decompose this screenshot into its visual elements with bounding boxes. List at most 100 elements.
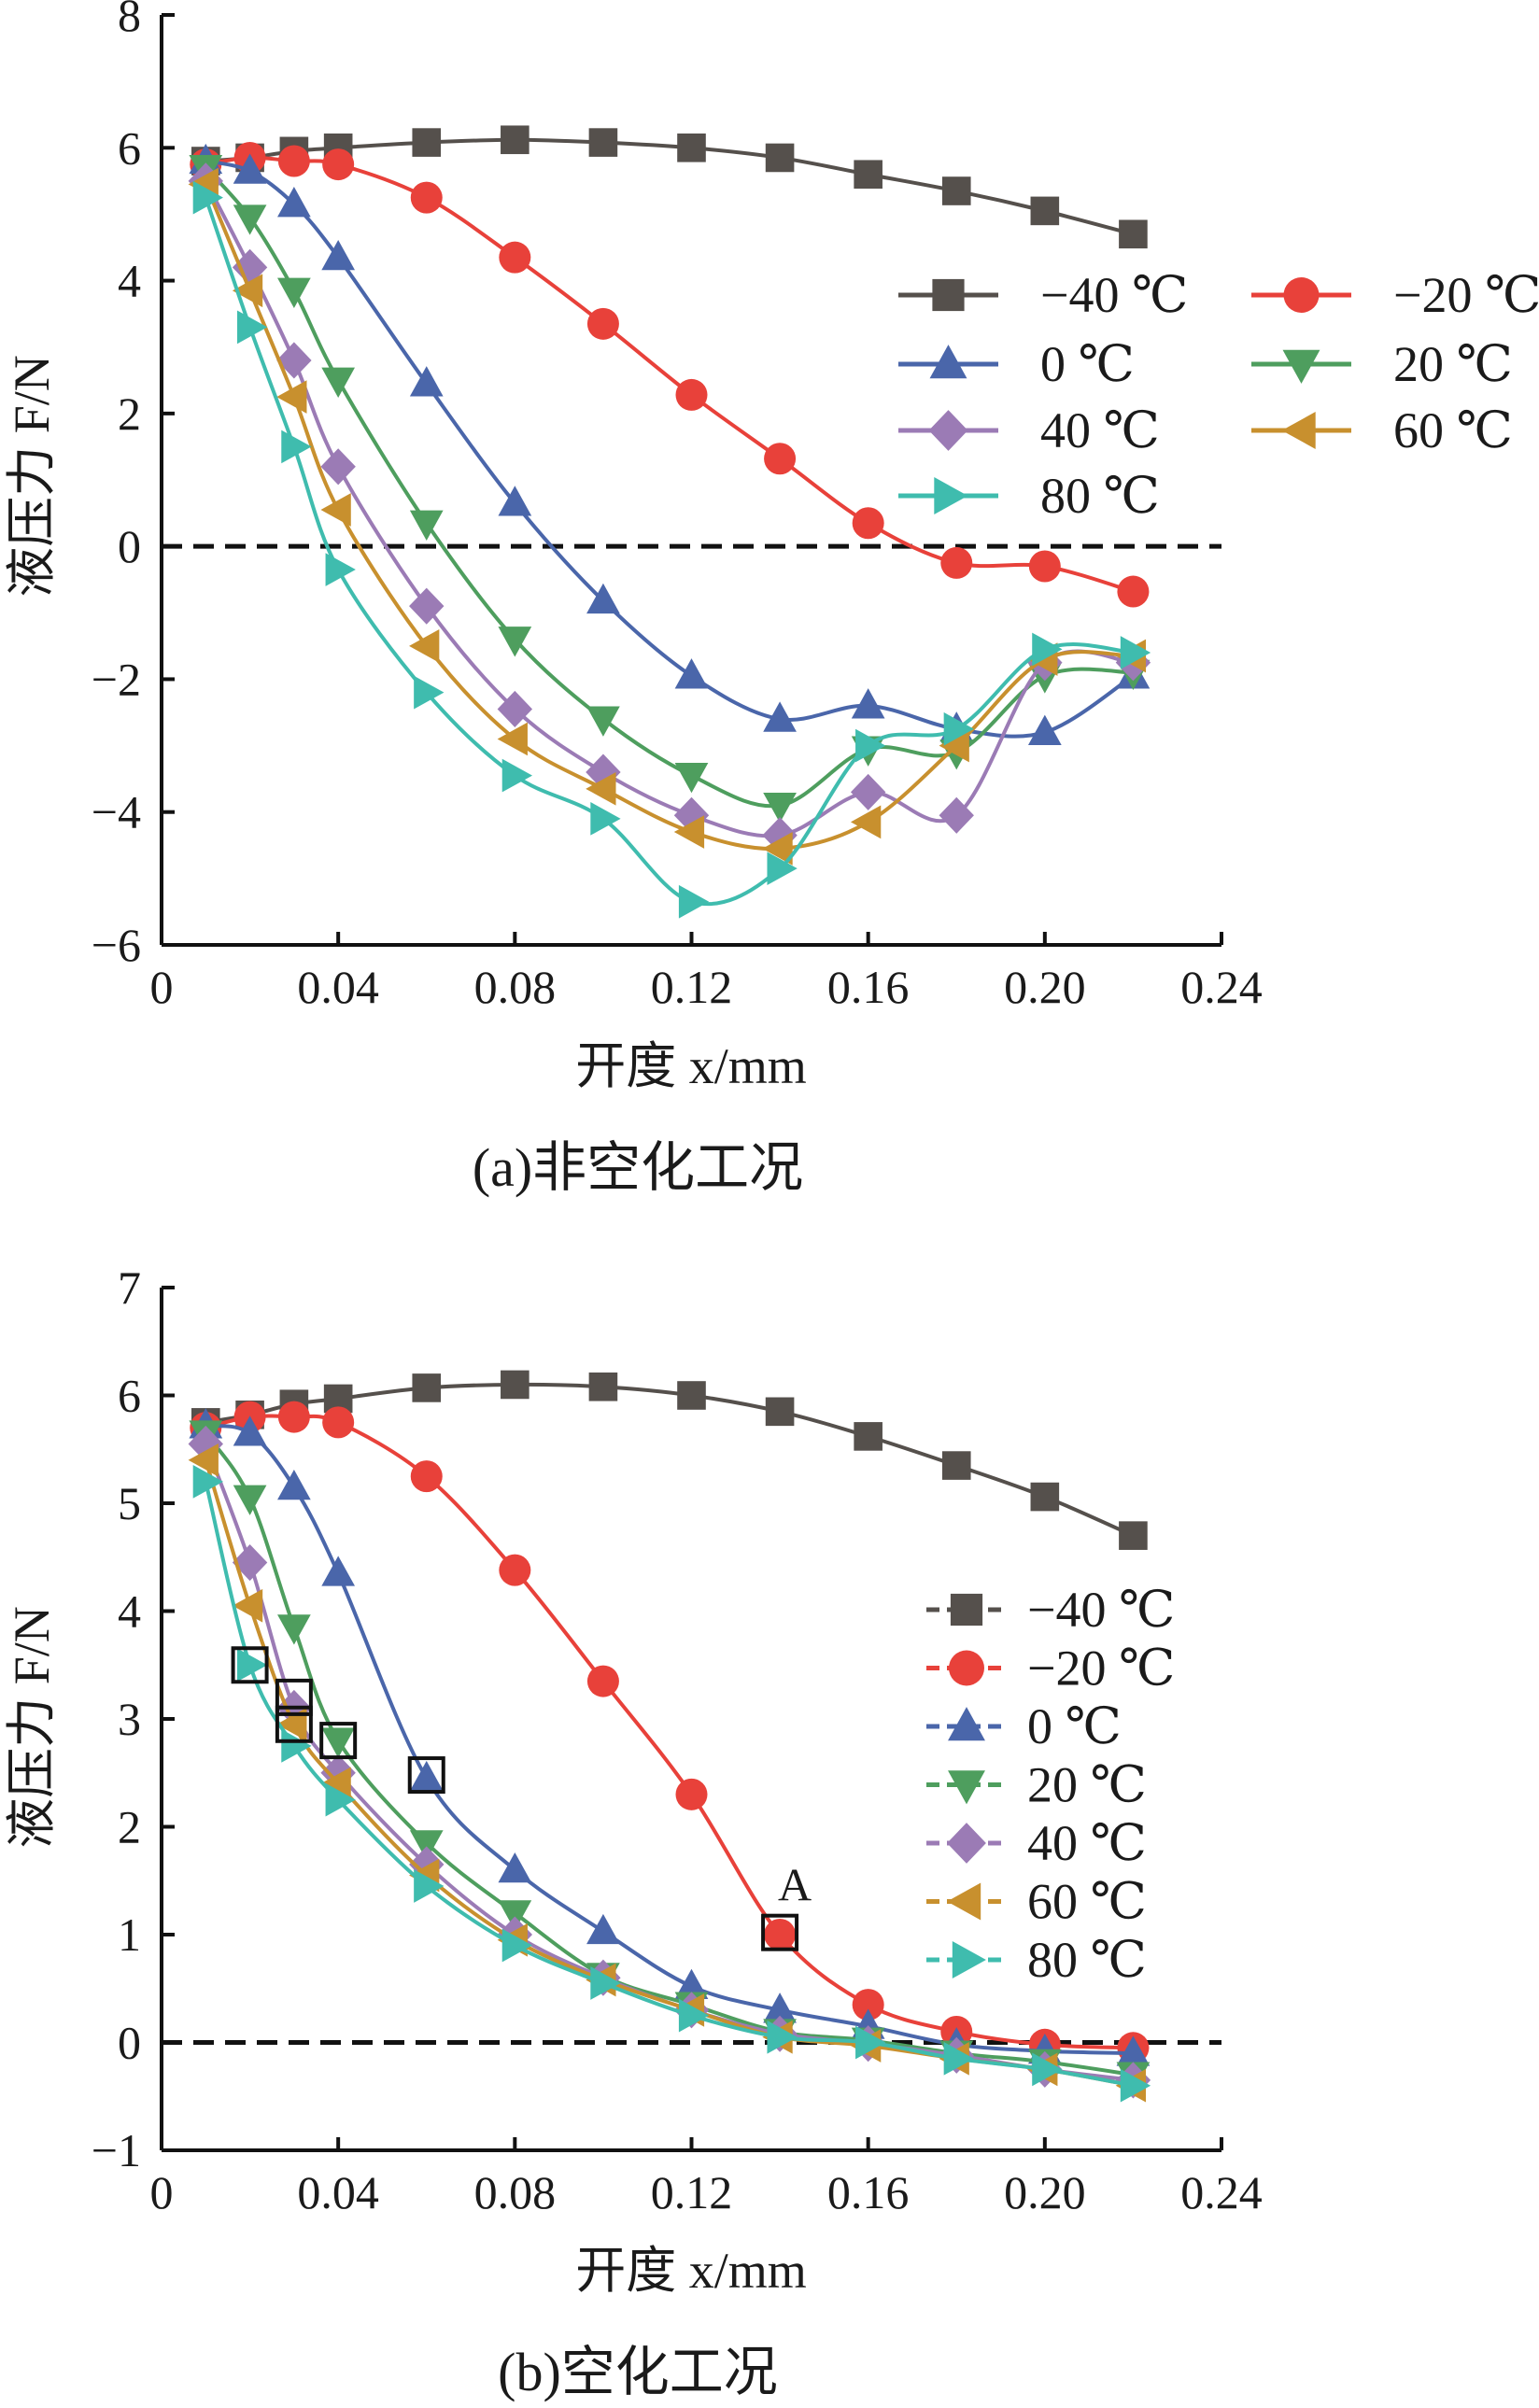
marker-triangle-left [320, 493, 351, 527]
marker-triangle-left [232, 274, 263, 308]
marker-triangle-right [414, 1869, 445, 1903]
x-tick-label: 0.08 [474, 2166, 557, 2218]
marker-circle [675, 378, 708, 411]
chart-caption: (b)空化工况 [498, 2342, 778, 2402]
x-tick-label: 0.16 [827, 2166, 910, 2218]
legend-label: 80 ℃ [1040, 468, 1160, 524]
legend-item: 80 ℃ [898, 468, 1160, 524]
legend-item: −40 ℃ [898, 267, 1188, 323]
marker-circle [586, 1665, 619, 1697]
marker-triangle-up [1027, 714, 1062, 745]
legend-item: 20 ℃ [1251, 336, 1513, 392]
marker-circle [940, 546, 973, 579]
marker-triangle-left [276, 380, 307, 414]
marker-circle [499, 1554, 531, 1586]
marker-triangle-left [409, 629, 440, 663]
chart-a: 0 0.04 0.08 0.12 0.16 0.20 0.24 −6 −4 −2 0 2 4 6 8 −40 … [4, 0, 1539, 1198]
legend-item: 20 ℃ [926, 1757, 1147, 1813]
marker-triangle-left [947, 1882, 981, 1921]
marker-triangle-down [277, 1614, 311, 1645]
highlight-box [407, 1756, 445, 1795]
marker-triangle-down [498, 627, 532, 657]
marker-triangle-right [678, 1998, 710, 2033]
marker-square [950, 1593, 983, 1626]
marker-triangle-down [1282, 349, 1320, 384]
x-tick-label: 0.20 [1004, 2166, 1086, 2218]
y-tick-label: −2 [92, 653, 141, 705]
marker-square [588, 128, 618, 157]
marker-triangle-down [586, 706, 620, 737]
highlight-box [319, 1722, 358, 1760]
marker-square [1119, 219, 1148, 249]
legend-label: −40 ℃ [1040, 267, 1188, 323]
x-axis-label: 开度 x/mm [575, 2243, 807, 2299]
marker-circle [410, 1460, 443, 1493]
legend-label: 60 ℃ [1393, 402, 1513, 458]
marker-square [412, 128, 442, 157]
annotation-label: A [778, 1859, 812, 1911]
highlight-box [275, 1678, 313, 1716]
marker-diamond [276, 342, 312, 379]
marker-triangle-right [934, 477, 968, 514]
series-6 [192, 180, 1151, 919]
marker-triangle-right [325, 553, 356, 586]
marker-triangle-up [586, 583, 620, 614]
marker-diamond [947, 1823, 986, 1864]
y-tick-label: 0 [118, 520, 141, 572]
marker-triangle-up [409, 366, 444, 397]
legend-label: 0 ℃ [1027, 1698, 1122, 1754]
marker-circle [586, 307, 619, 340]
legend-label: 40 ℃ [1027, 1815, 1147, 1871]
y-tick-label: −1 [92, 2124, 141, 2176]
legend-item: 60 ℃ [1251, 402, 1513, 458]
marker-triangle-left [232, 1588, 263, 1623]
marker-triangle-right [943, 2041, 974, 2076]
marker-square [501, 1370, 529, 1400]
marker-square [941, 1451, 971, 1480]
marker-circle [499, 241, 531, 274]
marker-square [412, 1373, 442, 1402]
marker-square [941, 176, 971, 205]
legend-item: 0 ℃ [898, 336, 1135, 392]
legend-label: −40 ℃ [1027, 1582, 1175, 1638]
marker-triangle-left [320, 1767, 351, 1801]
marker-triangle-up [233, 1415, 267, 1446]
legend-label: 80 ℃ [1027, 1932, 1147, 1988]
marker-triangle-right [855, 2025, 886, 2060]
marker-triangle-right [192, 180, 223, 215]
series-2 [189, 143, 1151, 745]
marker-triangle-right [501, 1928, 533, 1963]
legend-item: 40 ℃ [926, 1815, 1147, 1871]
marker-triangle-right [1032, 632, 1063, 667]
marker-diamond [850, 773, 886, 810]
marker-circle [322, 1406, 355, 1439]
series-6 [192, 1465, 1151, 2103]
marker-triangle-up [674, 658, 709, 689]
highlight-box [275, 1705, 313, 1743]
legend-label: 20 ℃ [1393, 336, 1513, 392]
marker-triangle-left [497, 722, 528, 756]
highlight-box [761, 1913, 799, 1951]
marker-triangle-down [233, 1485, 267, 1515]
marker-triangle-right [414, 675, 445, 710]
marker-triangle-left [188, 1443, 219, 1477]
marker-triangle-right [236, 310, 268, 345]
marker-triangle-down [409, 1830, 444, 1861]
y-tick-label: 4 [118, 255, 141, 307]
legend-item: 0 ℃ [926, 1698, 1122, 1754]
x-tick-label: 0.20 [1004, 961, 1086, 1013]
y-tick-label: 2 [118, 387, 141, 440]
marker-triangle-down [948, 1770, 985, 1805]
legend-item: −20 ℃ [1251, 267, 1539, 323]
marker-triangle-up [851, 688, 885, 719]
marker-triangle-up [948, 1707, 985, 1741]
legend-label: 20 ℃ [1027, 1757, 1147, 1813]
marker-triangle-up [321, 239, 356, 271]
marker-triangle-right [943, 711, 974, 746]
marker-circle [949, 1650, 984, 1686]
marker-circle [764, 443, 797, 475]
marker-triangle-right [767, 852, 798, 886]
marker-triangle-up [1116, 2035, 1151, 2066]
marker-triangle-right [236, 1648, 268, 1683]
